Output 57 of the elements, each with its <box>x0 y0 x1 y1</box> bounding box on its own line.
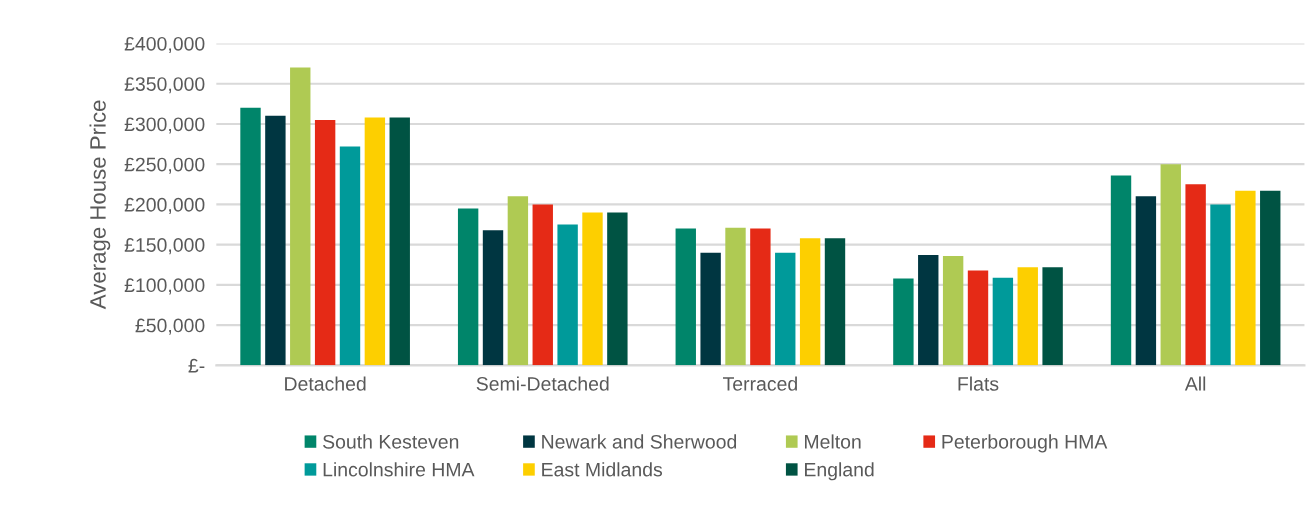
y-tick-label: £400,000 <box>124 36 205 53</box>
x-tick-label: All <box>1184 376 1206 391</box>
bar <box>1260 190 1281 366</box>
bar <box>725 227 746 366</box>
bar <box>1135 196 1157 366</box>
x-tick-label: Semi-Detached <box>476 376 609 391</box>
legend-label: South Kesteven <box>323 434 459 449</box>
bar <box>992 277 1014 366</box>
bar <box>339 146 361 366</box>
bar <box>824 238 846 366</box>
bar <box>1185 184 1206 366</box>
y-tick-label: £200,000 <box>124 197 205 214</box>
y-tick-label: £- <box>188 358 205 373</box>
x-tick-label: Flats <box>958 376 999 391</box>
bar <box>1042 267 1063 366</box>
bar <box>1160 164 1181 366</box>
bar <box>967 270 989 366</box>
bar <box>557 224 578 366</box>
bar <box>700 252 721 366</box>
legend-label: Melton <box>805 434 861 449</box>
bar <box>457 208 479 366</box>
bar <box>482 230 504 366</box>
bar <box>265 115 286 366</box>
bar <box>364 117 386 366</box>
bar <box>389 117 410 366</box>
bar <box>750 228 771 366</box>
bar <box>1017 267 1038 366</box>
bar <box>675 228 696 366</box>
bar <box>775 252 796 366</box>
bar <box>532 204 553 366</box>
legend-label: Lincolnshire HMA <box>323 462 475 477</box>
bar <box>507 196 529 366</box>
legend-label: Peterborough HMA <box>942 434 1108 453</box>
bar <box>240 107 261 366</box>
bar <box>290 67 311 366</box>
y-tick-label: £150,000 <box>124 238 205 255</box>
legend-label: Newark and Sherwood <box>542 434 737 449</box>
bar <box>799 238 821 366</box>
bar <box>607 212 628 366</box>
legend-label: East Midlands <box>542 462 663 477</box>
x-tick-label: Detached <box>285 376 366 391</box>
y-tick-label: £300,000 <box>124 117 205 134</box>
bar <box>1210 204 1231 366</box>
bar <box>1110 175 1132 366</box>
bar <box>942 255 964 366</box>
bar <box>1235 190 1256 366</box>
x-tick-label: Terraced <box>723 376 797 391</box>
y-tick-label: £250,000 <box>124 157 205 174</box>
y-axis-title: Average House Price <box>89 100 111 310</box>
legend-label: England <box>805 462 874 481</box>
bar <box>582 212 603 366</box>
bar <box>918 255 939 366</box>
bar <box>893 278 914 366</box>
y-tick-label: £100,000 <box>124 278 205 295</box>
y-tick-label: £350,000 <box>124 77 205 94</box>
bar <box>314 119 336 366</box>
y-tick-label: £50,000 <box>135 318 205 335</box>
